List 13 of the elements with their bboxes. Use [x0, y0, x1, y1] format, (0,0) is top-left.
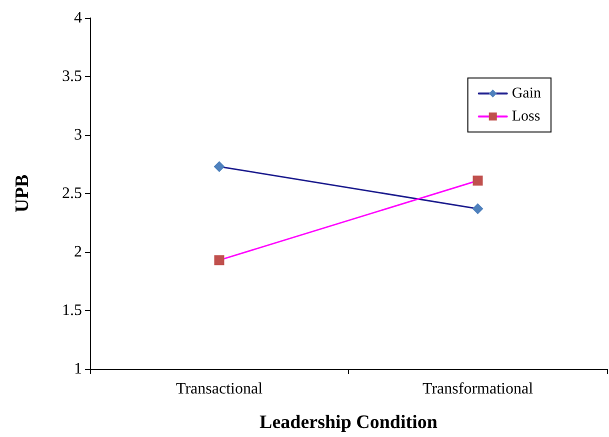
- y-axis-title: UPB: [12, 174, 33, 212]
- legend-label: Gain: [512, 86, 542, 102]
- y-tick-label: 1: [74, 360, 82, 378]
- x-tick-label: Transformational: [422, 380, 534, 398]
- x-axis-title: Leadership Condition: [260, 412, 438, 433]
- y-tick-label: 1.5: [62, 302, 82, 319]
- y-tick-label: 3.5: [62, 68, 82, 85]
- y-tick-label: 3: [74, 126, 82, 144]
- x-tick-label: Transactional: [176, 380, 264, 398]
- y-tick-label: 4: [74, 10, 82, 26]
- y-tick-label: 2.5: [62, 185, 82, 202]
- legend-label: Loss: [512, 108, 540, 124]
- y-tick-label: 2: [74, 244, 82, 260]
